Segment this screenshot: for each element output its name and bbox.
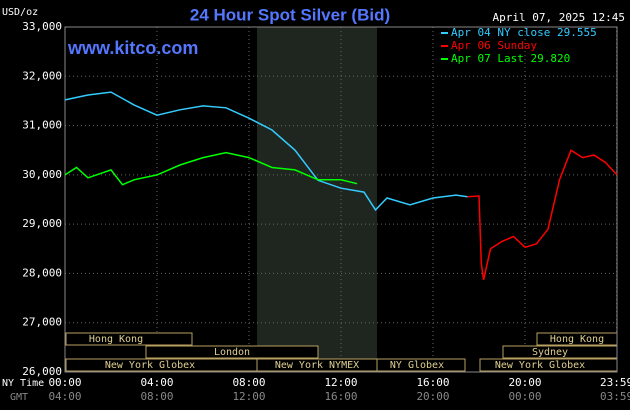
x-tick-label-gmt: 03:59 [600,390,630,403]
x-tick-label-gmt: 12:00 [232,390,265,403]
session-label: Hong Kong [89,334,143,345]
session-shade [257,27,377,372]
x-tick-label: 16:00 [416,376,449,389]
y-tick-label: 31,000 [22,119,62,132]
plot-frame [64,26,618,373]
y-tick-label: 28,000 [22,266,62,279]
x-tick-label-gmt: 16:00 [324,390,357,403]
y-tick-label: 27,000 [22,316,62,329]
y-axis-label: USD/oz [2,7,38,18]
series-line [64,151,358,186]
x-tick-label-gmt: 08:00 [140,390,173,403]
x-tick-label: 20:00 [508,376,541,389]
session-label: Sydney [532,347,568,358]
legend-label: Apr 04 NY close 29.555 [451,26,597,39]
session-box [65,332,193,346]
y-tick-label: 26,000 [22,365,62,378]
y-tick-label: 29,000 [22,217,62,230]
chart-title: 24 Hour Spot Silver (Bid) [190,5,390,24]
watermark: www.kitco.com [67,38,198,58]
x-tick-label: 00:00 [48,376,81,389]
x-tick-label-gmt: 20:00 [416,390,449,403]
x-tick-label-gmt: 00:00 [508,390,541,403]
session-box [376,358,466,372]
y-tick-label: 30,000 [22,168,62,181]
session-label: New York Globex [105,360,195,371]
x-tick-label: 23:59 [600,376,630,389]
y-tick-label: 32,000 [22,69,62,82]
timestamp: April 07, 2025 12:45 [493,11,625,24]
y-tick-label: 33,000 [22,20,62,33]
series-line [467,149,618,280]
x-tick-label-gmt: 04:00 [48,390,81,403]
x-tick-label: 04:00 [140,376,173,389]
session-label: Hong Kong [550,334,604,345]
legend-label: Apr 06 Sunday [451,39,537,52]
x-row-label: GMT [10,392,28,403]
x-tick-label: 12:00 [324,376,357,389]
series-line [64,91,468,212]
legend-label: Apr 07 Last 29.820 [451,52,570,65]
session-box [145,345,319,359]
session-label: London [214,347,250,358]
session-label: New York NYMEX [275,360,359,371]
sessions: Hong Kong London New York Globex New Yor… [65,332,618,372]
session-label: NY Globex [390,360,444,371]
session-label: New York Globex [495,360,585,371]
x-tick-label: 08:00 [232,376,265,389]
x-row-label: NY Time [2,378,44,389]
